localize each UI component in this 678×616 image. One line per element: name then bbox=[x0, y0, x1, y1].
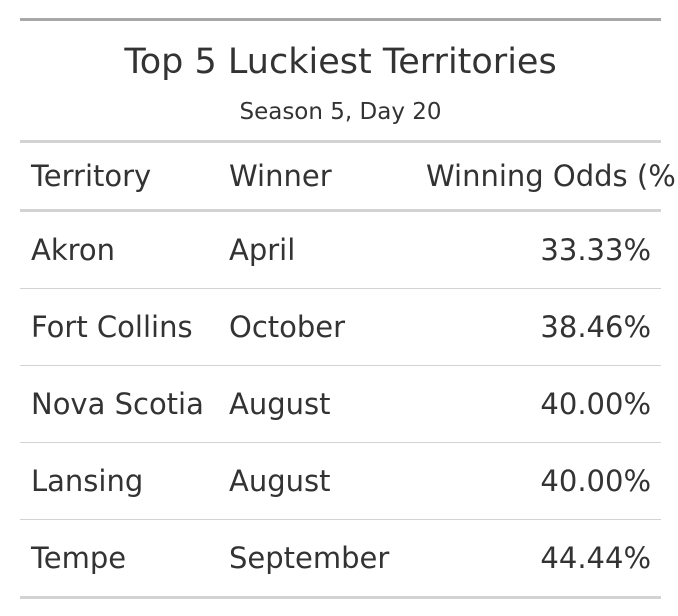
table-row: Lansing August 40.00% bbox=[20, 442, 661, 520]
odds-cell: 40.00% bbox=[415, 442, 661, 520]
table-title: Top 5 Luckiest Territories bbox=[124, 42, 557, 82]
winner-cell: September bbox=[229, 519, 415, 599]
odds-cell: 38.46% bbox=[415, 288, 661, 366]
data-table: Territory Winner Winning Odds (%) Akron … bbox=[20, 143, 678, 599]
winner-cell: April bbox=[229, 210, 415, 289]
column-header-winner: Winner bbox=[229, 143, 415, 212]
winner-cell: August bbox=[229, 442, 415, 520]
column-header-territory: Territory bbox=[20, 143, 229, 212]
territory-cell: Lansing bbox=[20, 442, 229, 520]
luckiest-territories-table: Top 5 Luckiest Territories Season 5, Day… bbox=[20, 18, 678, 599]
odds-cell: 44.44% bbox=[415, 519, 661, 599]
table-row: Nova Scotia August 40.00% bbox=[20, 365, 661, 443]
territory-cell: Akron bbox=[20, 210, 229, 289]
winner-cell: August bbox=[229, 365, 415, 443]
table-row: Tempe September 44.44% bbox=[20, 519, 661, 599]
top-rule bbox=[20, 18, 661, 21]
territory-cell: Tempe bbox=[20, 519, 229, 599]
odds-cell: 40.00% bbox=[415, 365, 661, 443]
table-row: Akron April 33.33% bbox=[20, 210, 661, 289]
territory-cell: Fort Collins bbox=[20, 288, 229, 366]
table-subtitle: Season 5, Day 20 bbox=[239, 99, 442, 125]
odds-cell: 33.33% bbox=[415, 210, 661, 289]
column-header-winning-odds: Winning Odds (%) bbox=[415, 143, 678, 212]
table-row: Fort Collins October 38.46% bbox=[20, 288, 661, 366]
header-rule bbox=[20, 140, 661, 143]
header-row: Territory Winner Winning Odds (%) bbox=[20, 143, 678, 212]
winner-cell: October bbox=[229, 288, 415, 366]
territory-cell: Nova Scotia bbox=[20, 365, 229, 443]
